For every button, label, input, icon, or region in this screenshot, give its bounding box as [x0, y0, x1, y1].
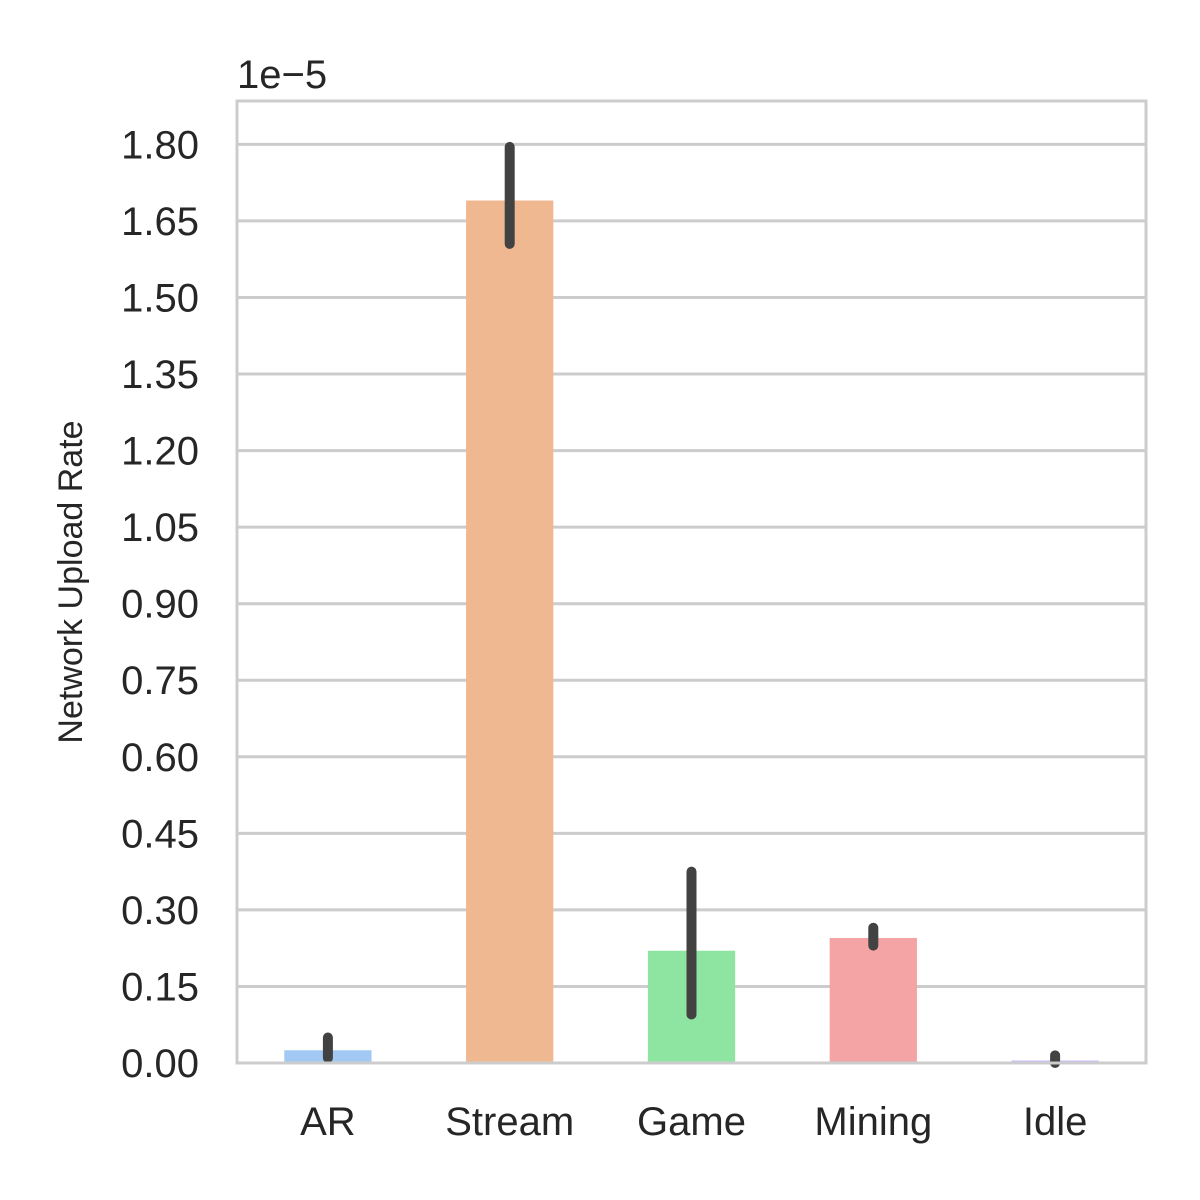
y-tick-label: 1.05	[121, 506, 199, 550]
y-tick-label: 1.80	[121, 123, 199, 167]
x-tick-label: Stream	[445, 1100, 574, 1144]
bar-mining	[829, 937, 917, 1063]
y-tick-label: 1.35	[121, 353, 199, 397]
y-tick-label: 0.75	[121, 659, 199, 703]
x-tick-labels: AR Stream Game Mining Idle	[300, 1100, 1087, 1144]
y-tick-label: 0.45	[121, 812, 199, 856]
x-tick-label: Idle	[1023, 1100, 1088, 1144]
x-tick-label: AR	[300, 1100, 356, 1144]
y-tick-label: 1.20	[121, 430, 199, 474]
y-axis-title: Network Upload Rate	[52, 420, 90, 743]
plot-frame	[235, 99, 1148, 1065]
y-tick-label: 0.15	[121, 965, 199, 1009]
y-tick-label: 0.60	[121, 736, 199, 780]
y-tick-label: 1.50	[121, 276, 199, 320]
y-axis-offset-label: 1e−5	[237, 53, 327, 97]
bar-stream	[466, 200, 554, 1064]
y-tick-label: 0.30	[121, 889, 199, 933]
gridlines	[237, 142, 1146, 1065]
y-tick-label: 1.65	[121, 200, 199, 244]
y-tick-label: 0.00	[121, 1042, 199, 1086]
y-tick-labels: 0.00 0.15 0.30 0.45 0.60 0.75 0.90 1.05 1.20 1.35…	[121, 123, 199, 1086]
bars	[284, 200, 1099, 1064]
y-tick-label: 0.90	[121, 583, 199, 627]
x-tick-label: Game	[637, 1100, 746, 1144]
x-tick-label: Mining	[814, 1100, 932, 1144]
